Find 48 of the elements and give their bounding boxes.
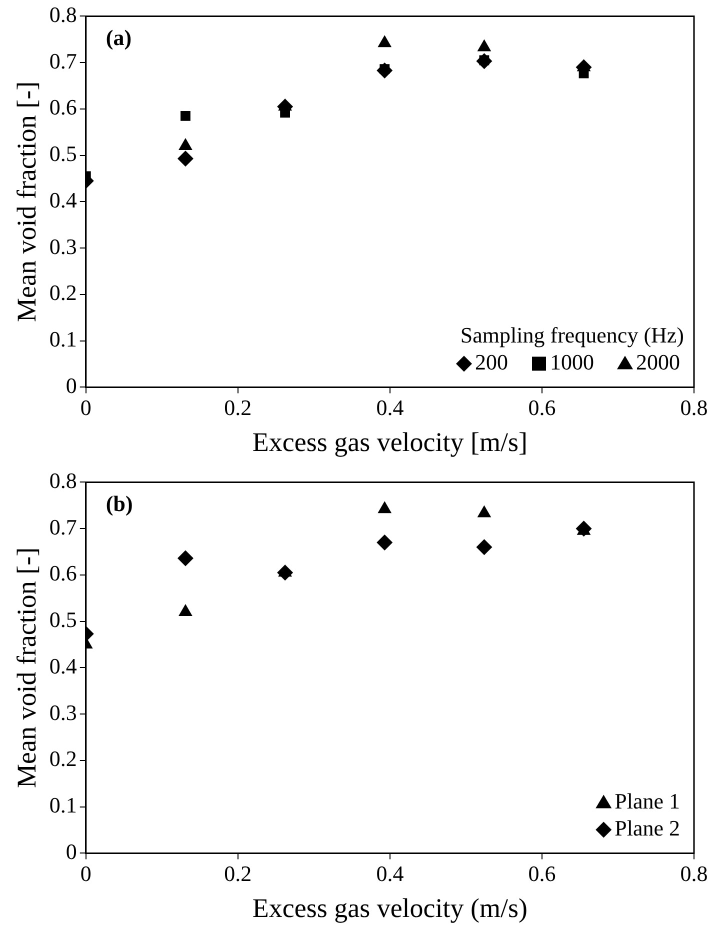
point <box>177 550 194 566</box>
point <box>476 53 492 70</box>
y-tick-label: 0.3 <box>49 234 77 259</box>
x-axis-title: Excess gas velocity (m/s) <box>252 892 528 923</box>
y-tick-label: 0 <box>66 838 77 864</box>
legend-title: Sampling frequency (Hz) <box>460 322 684 348</box>
y-tick-label: 0.4 <box>49 187 77 212</box>
y-tick-label: 0.1 <box>49 792 77 818</box>
y-tick-label: 0.6 <box>49 94 77 120</box>
x-tick-label: 0.8 <box>680 861 708 886</box>
x-tick-label: 0.6 <box>528 395 556 420</box>
point <box>477 505 492 518</box>
legend-label: Plane 2 <box>614 815 680 840</box>
x-tick-label: 0.2 <box>224 861 252 886</box>
point <box>178 604 192 616</box>
x-tick-label: 0.4 <box>376 861 404 886</box>
y-tick-label: 0.7 <box>49 514 77 540</box>
y-tick-label: 0.8 <box>49 468 77 493</box>
x-tick-label: 0.8 <box>680 395 708 420</box>
y-tick-label: 0 <box>66 372 77 398</box>
x-tick-label: 0.2 <box>224 395 252 420</box>
y-axis-title: Mean void fraction [-] <box>11 547 42 788</box>
y-tick-label: 0.5 <box>49 141 77 166</box>
x-tick-label: 0.4 <box>376 395 404 420</box>
y-tick-label: 0.4 <box>49 653 77 678</box>
x-axis-title: Excess gas velocity [m/s] <box>252 426 528 457</box>
y-tick-label: 0.1 <box>49 326 77 352</box>
point <box>378 501 392 514</box>
y-tick-label: 0.2 <box>49 280 77 306</box>
y-tick-label: 0.5 <box>49 607 77 632</box>
y-tick-label: 0.6 <box>49 560 77 586</box>
point <box>376 62 393 78</box>
legend-label: 2000 <box>636 349 680 374</box>
point <box>177 150 194 167</box>
x-tick-label: 0.6 <box>528 861 556 886</box>
y-tick-label: 0.3 <box>49 700 77 725</box>
annotation: (b) <box>106 490 133 516</box>
y-tick-label: 0.7 <box>49 48 77 74</box>
point <box>476 539 492 556</box>
point <box>376 534 393 550</box>
point <box>180 110 190 121</box>
legend-label: 1000 <box>550 349 594 374</box>
annotation: (a) <box>106 24 132 50</box>
y-axis-title: Mean void fraction [-] <box>11 81 42 322</box>
y-tick-label: 0.2 <box>49 746 77 772</box>
legend-label: 200 <box>475 349 508 374</box>
legend-label: Plane 1 <box>614 788 680 814</box>
y-tick-label: 0.8 <box>49 2 77 27</box>
